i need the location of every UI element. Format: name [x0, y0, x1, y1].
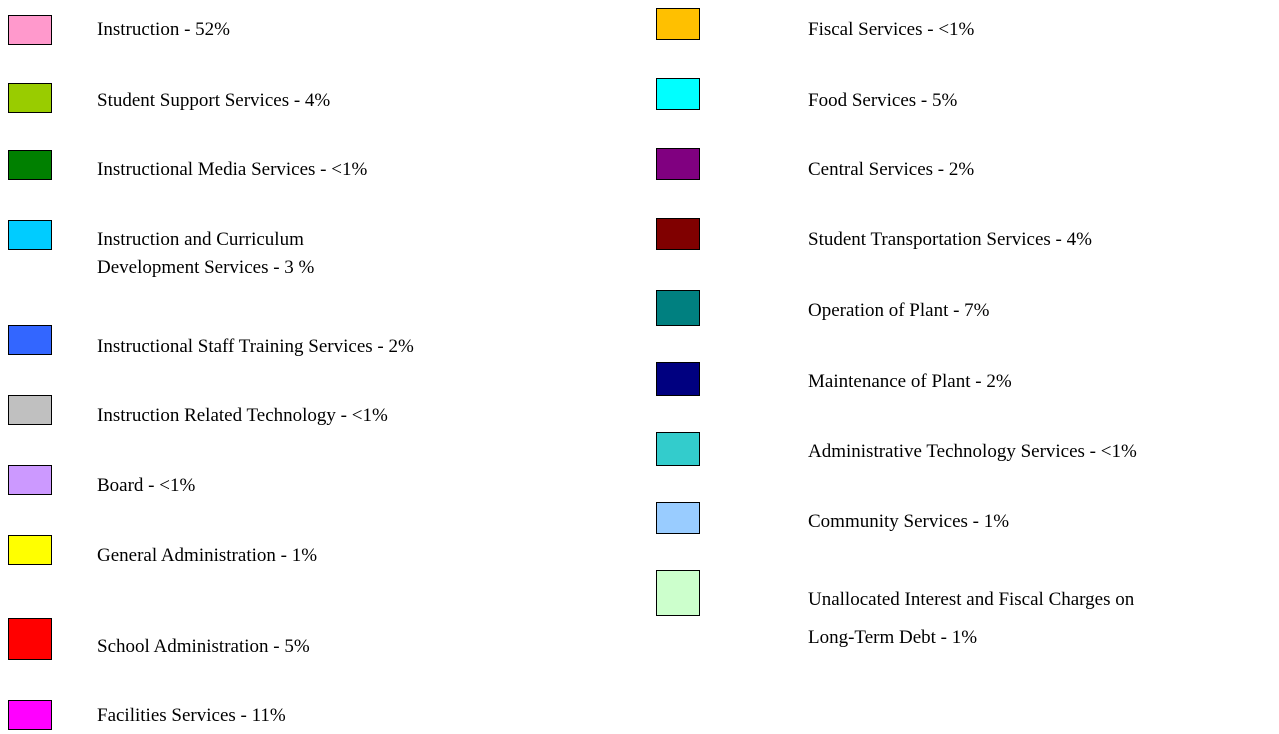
legend-label: Student Transportation Services - 4%: [808, 226, 1092, 254]
label-line: Fiscal Services - <1%: [808, 19, 975, 40]
legend-swatch: [8, 395, 52, 425]
legend-swatch: [656, 218, 700, 250]
legend-swatch: [8, 465, 52, 495]
label-line: Student Transportation Services - 4%: [808, 229, 1092, 250]
legend-label: Community Services - 1%: [808, 508, 1009, 536]
legend-label: Food Services - 5%: [808, 87, 957, 115]
legend-label: Instructional Staff Training Services - …: [97, 333, 414, 361]
legend-swatch: [656, 8, 700, 40]
legend-swatch: [8, 83, 52, 113]
legend-swatch: [656, 290, 700, 326]
legend-swatch: [656, 148, 700, 180]
legend-swatch: [656, 502, 700, 534]
legend-swatch: [8, 618, 52, 660]
legend-label: General Administration - 1%: [97, 542, 317, 570]
legend-swatch: [8, 700, 52, 730]
legend-label: Instruction Related Technology - <1%: [97, 402, 388, 430]
label-line: Long-Term Debt - 1%: [808, 627, 978, 648]
legend-swatch: [8, 220, 52, 250]
legend-swatch: [656, 362, 700, 396]
label-line: Community Services - 1%: [808, 511, 1010, 532]
legend-label: School Administration - 5%: [97, 633, 310, 661]
legend-label: Maintenance of Plant - 2%: [808, 368, 1012, 396]
legend-swatch: [8, 325, 52, 355]
label-line: General Administration - 1%: [97, 545, 318, 566]
legend-swatch: [656, 570, 700, 616]
label-line: School Administration - 5%: [97, 636, 310, 657]
label-line: Facilities Services - 11%: [97, 705, 286, 726]
label-line: Central Services - 2%: [808, 159, 975, 180]
label-line: Maintenance of Plant - 2%: [808, 371, 1012, 392]
legend-swatch: [8, 535, 52, 565]
legend-label: Fiscal Services - <1%: [808, 16, 974, 44]
label-line: Student Support Services - 4%: [97, 90, 331, 111]
legend-swatch: [656, 78, 700, 110]
label-line: Instructional Media Services - <1%: [97, 159, 368, 180]
label-line: Instruction Related Technology - <1%: [97, 405, 388, 426]
label-line: Instruction and Curriculum: [97, 229, 304, 250]
label-line: Administrative Technology Services - <1%: [808, 441, 1137, 462]
legend-label: Instruction - 52%: [97, 16, 230, 44]
label-line: Instruction - 52%: [97, 19, 230, 40]
label-line: Development Services - 3 %: [97, 257, 315, 278]
legend-label: Administrative Technology Services - <1%: [808, 438, 1137, 466]
legend-swatch: [8, 150, 52, 180]
legend-label: Facilities Services - 11%: [97, 702, 286, 730]
label-line: Operation of Plant - 7%: [808, 300, 990, 321]
label-line: Food Services - 5%: [808, 90, 958, 111]
label-line: Unallocated Interest and Fiscal Charges …: [808, 589, 1135, 610]
legend-label: Instruction and Curriculum Development Se…: [97, 226, 314, 282]
legend-label: Operation of Plant - 7%: [808, 297, 990, 325]
legend-label: Instructional Media Services - <1%: [97, 156, 367, 184]
legend-label: Unallocated Interest and Fiscal Charges …: [808, 586, 1134, 661]
legend-swatch: [8, 15, 52, 45]
label-line: Instructional Staff Training Services - …: [97, 336, 414, 357]
legend-label: Board - <1%: [97, 472, 195, 500]
legend-label: Central Services - 2%: [808, 156, 974, 184]
legend-label: Student Support Services - 4%: [97, 87, 330, 115]
label-line: Board - <1%: [97, 475, 196, 496]
legend-swatch: [656, 432, 700, 466]
